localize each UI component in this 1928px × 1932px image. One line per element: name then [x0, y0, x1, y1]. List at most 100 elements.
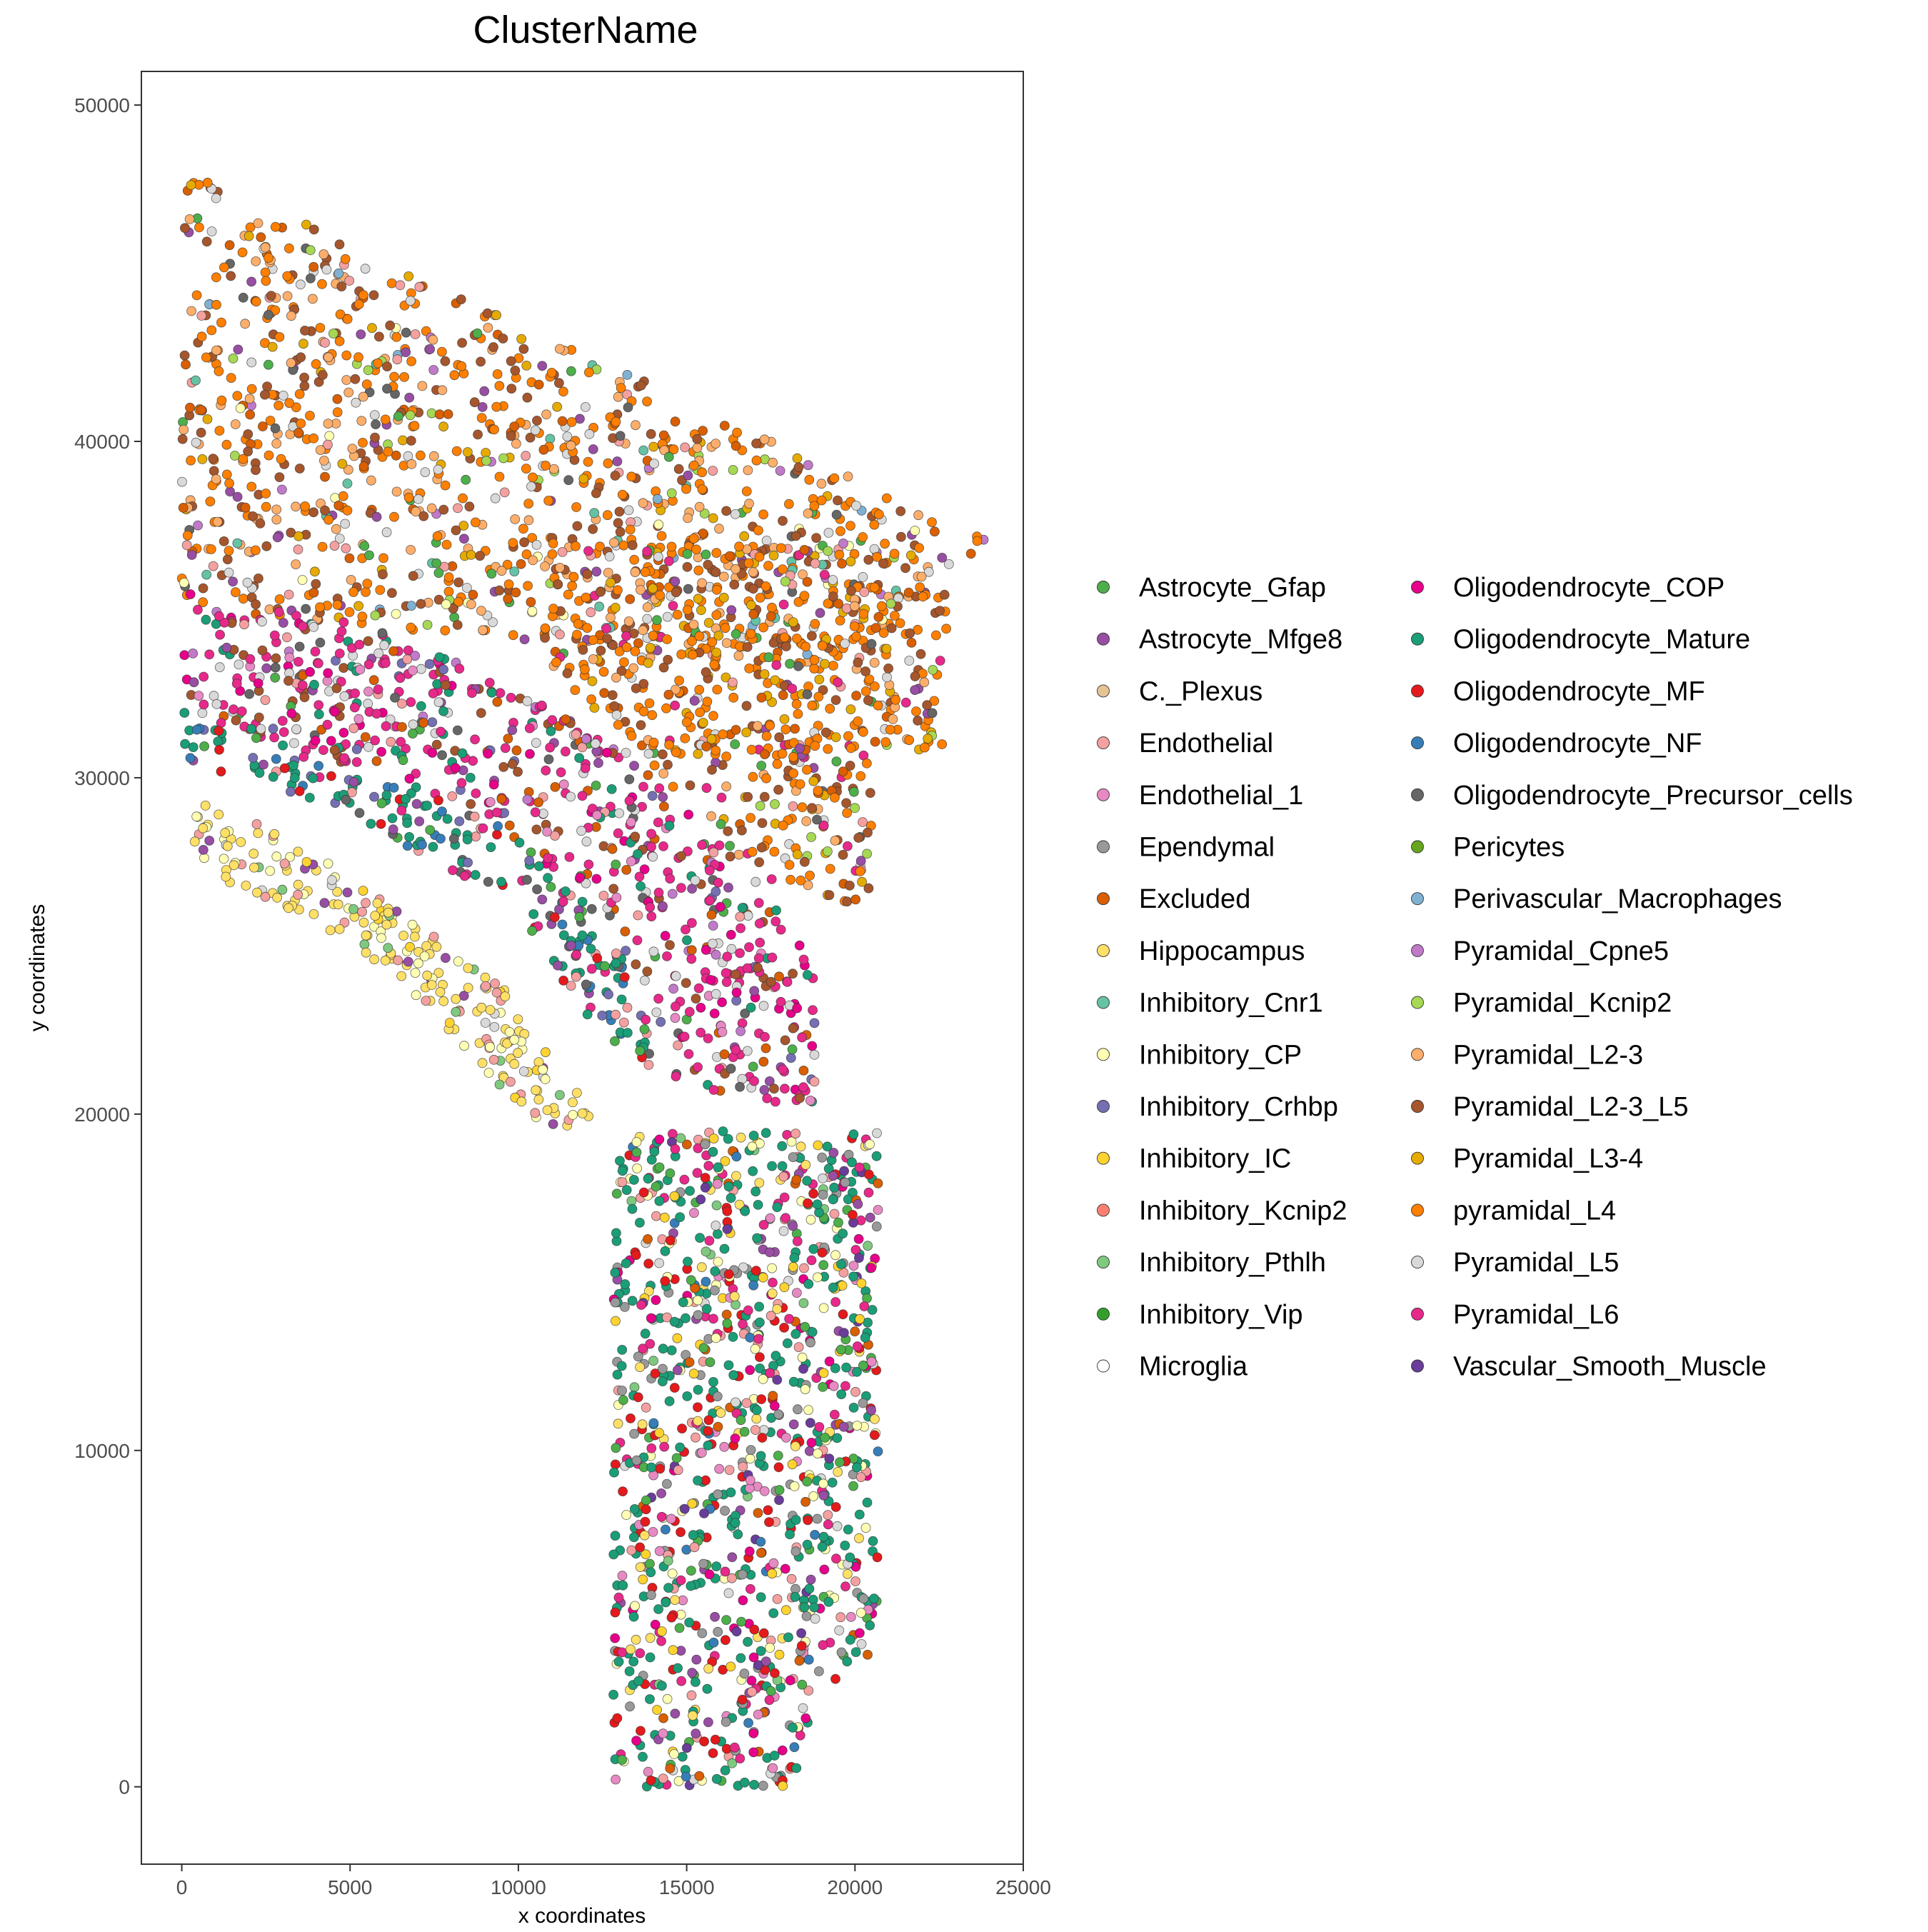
data-point	[577, 896, 588, 907]
data-point	[676, 649, 687, 660]
data-point	[326, 736, 336, 746]
data-point	[823, 1519, 833, 1530]
data-point	[372, 898, 383, 909]
data-point	[434, 652, 445, 662]
data-point	[752, 1233, 762, 1243]
data-point	[742, 963, 753, 973]
data-point	[408, 571, 418, 581]
data-point	[198, 583, 209, 594]
data-point	[526, 597, 536, 607]
data-point	[293, 846, 303, 857]
data-point	[798, 1066, 809, 1076]
data-point	[832, 1433, 843, 1443]
data-point	[452, 725, 463, 736]
data-point	[687, 918, 697, 929]
data-point	[331, 683, 342, 694]
data-point	[339, 691, 350, 701]
data-point	[519, 537, 529, 548]
data-point	[373, 684, 383, 695]
data-point	[332, 394, 343, 404]
data-point	[459, 1041, 469, 1051]
data-point	[626, 1413, 636, 1423]
data-point	[361, 379, 372, 389]
data-point	[677, 1423, 687, 1433]
data-point	[543, 754, 554, 764]
data-point	[708, 1637, 719, 1648]
data-point	[640, 975, 650, 986]
data-point	[181, 359, 191, 370]
data-point	[273, 400, 284, 411]
data-point	[348, 723, 359, 734]
data-point	[333, 500, 344, 511]
data-point	[607, 844, 618, 854]
data-point	[772, 1375, 783, 1385]
data-point	[672, 1333, 683, 1343]
data-point	[881, 644, 892, 654]
data-point	[792, 1288, 802, 1298]
data-point	[759, 1486, 770, 1496]
data-point	[457, 338, 467, 348]
data-point	[689, 1542, 700, 1553]
data-point	[496, 794, 507, 804]
data-point	[618, 540, 629, 551]
data-point	[849, 621, 860, 631]
data-point	[723, 1269, 734, 1279]
data-point	[760, 1031, 770, 1042]
legend-key-endothelial	[1097, 736, 1110, 750]
data-point	[880, 737, 891, 747]
data-point	[854, 1533, 864, 1543]
data-point	[700, 1173, 711, 1183]
data-point	[778, 564, 788, 574]
data-point	[391, 609, 401, 619]
data-point	[522, 696, 533, 706]
data-point	[685, 1186, 695, 1196]
data-point	[813, 1448, 823, 1458]
data-point	[711, 610, 722, 620]
data-point	[272, 892, 283, 903]
data-point	[463, 447, 473, 457]
data-point	[622, 1002, 633, 1013]
data-point	[651, 1181, 661, 1192]
data-point	[730, 739, 740, 749]
data-point	[451, 1006, 461, 1017]
data-point	[669, 1316, 680, 1327]
data-point	[665, 1168, 676, 1178]
data-point	[234, 659, 244, 670]
data-point	[391, 331, 402, 342]
data-point	[242, 577, 253, 588]
data-point	[676, 1527, 686, 1538]
data-point	[735, 1026, 745, 1036]
data-point	[810, 1529, 820, 1540]
data-point	[488, 1054, 499, 1065]
data-point	[598, 666, 609, 677]
data-point	[563, 589, 573, 600]
data-point	[686, 1690, 697, 1701]
data-point	[716, 819, 726, 829]
data-point	[320, 337, 331, 348]
data-point	[785, 1675, 795, 1686]
data-point	[301, 219, 311, 230]
data-point	[308, 587, 319, 598]
data-point	[640, 1328, 651, 1339]
data-point	[733, 1529, 743, 1540]
data-point	[731, 987, 742, 998]
data-point	[274, 472, 285, 482]
data-point	[808, 1188, 818, 1199]
data-point	[607, 690, 618, 701]
data-point	[698, 1343, 709, 1353]
data-point	[403, 956, 413, 967]
data-point	[758, 1628, 769, 1638]
data-point	[191, 811, 202, 822]
data-point	[691, 1432, 701, 1443]
data-point	[663, 654, 673, 665]
data-point	[778, 1064, 788, 1075]
data-point	[431, 558, 442, 569]
data-point	[645, 1694, 655, 1704]
legend-key-oligodendrocyte-cop	[1411, 581, 1424, 594]
data-point	[381, 527, 392, 538]
data-point	[476, 1002, 487, 1013]
data-point	[688, 1368, 699, 1379]
data-point	[850, 1326, 860, 1337]
data-point	[586, 944, 596, 954]
data-point	[403, 271, 414, 281]
